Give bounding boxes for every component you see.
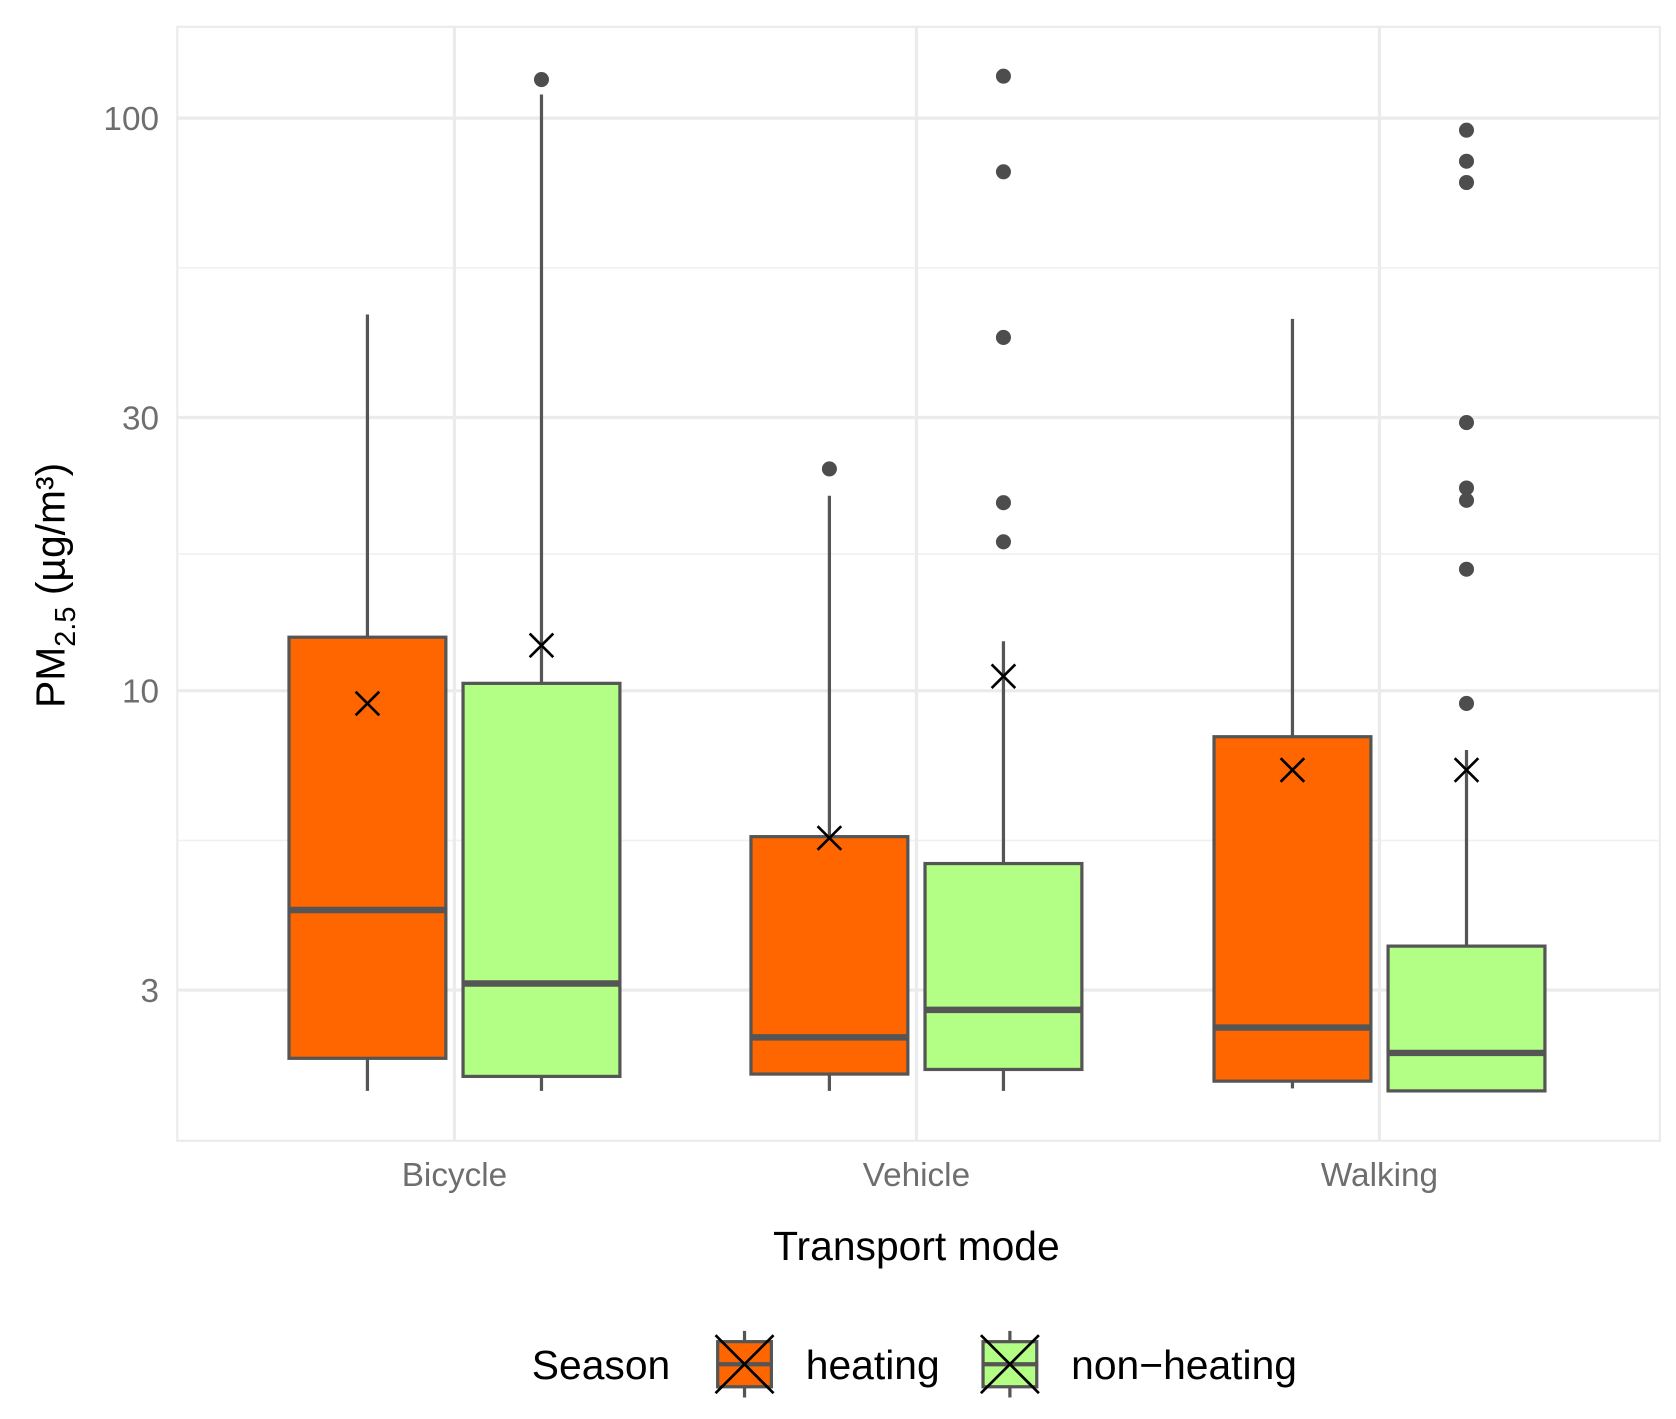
mean-marker xyxy=(528,632,555,659)
iqr-box xyxy=(461,681,622,1079)
outlier-point xyxy=(1458,153,1475,169)
outlier-point xyxy=(1458,480,1475,496)
outlier-point xyxy=(1458,174,1475,191)
box-heating-bicycle xyxy=(287,314,448,1091)
x-tick-label: Walking xyxy=(1321,1157,1438,1194)
mean-cross-stroke xyxy=(816,825,843,851)
legend-key-cross xyxy=(714,1334,775,1395)
legend-item-1: non−heating xyxy=(979,1330,1297,1398)
mean-marker xyxy=(354,690,381,717)
x-axis-title: Transport mode xyxy=(773,1223,1060,1269)
outlier-point xyxy=(995,534,1011,550)
outlier-point xyxy=(1458,122,1475,138)
legend: Season heating non−heating xyxy=(532,1330,1297,1398)
box-heating-walking xyxy=(1212,318,1373,1089)
legend-key-cross xyxy=(979,1334,1040,1395)
legend-item-0: heating xyxy=(714,1330,940,1398)
legend-label: heating xyxy=(806,1342,940,1388)
y-axis-title: PM2.5 (µg/m³) xyxy=(27,463,82,708)
box-heating-vehicle xyxy=(749,461,910,1091)
outlier-point xyxy=(1458,415,1475,431)
mean-cross-stroke xyxy=(354,690,381,717)
outlier-point xyxy=(821,461,837,477)
iqr-box xyxy=(1386,944,1547,1093)
outlier-point xyxy=(1458,492,1475,508)
mean-cross-stroke xyxy=(528,632,555,659)
iqr-box xyxy=(287,635,448,1060)
outlier-point xyxy=(1458,561,1475,577)
iqr-box xyxy=(923,861,1084,1072)
mean-cross-stroke xyxy=(990,663,1017,689)
outlier-point xyxy=(533,72,549,88)
mean-marker xyxy=(816,825,843,851)
mean-cross-stroke xyxy=(1279,757,1306,783)
mean-cross-stroke xyxy=(1453,757,1480,783)
outlier-point xyxy=(1458,695,1475,711)
box-non-heating-vehicle xyxy=(923,68,1084,1091)
y-tick-label: 3 xyxy=(140,973,159,1010)
mean-marker xyxy=(1279,757,1306,783)
y-tick-label: 30 xyxy=(122,400,159,437)
legend-label: non−heating xyxy=(1071,1342,1297,1388)
y-tick-label: 100 xyxy=(103,101,159,138)
mean-marker xyxy=(990,663,1017,689)
legend-title: Season xyxy=(532,1342,670,1388)
y-tick-label: 10 xyxy=(122,674,159,711)
outlier-point xyxy=(995,164,1011,180)
iqr-box xyxy=(1212,735,1373,1083)
box-non-heating-walking xyxy=(1386,122,1547,1093)
outlier-point xyxy=(995,68,1011,84)
box-non-heating-bicycle xyxy=(461,72,622,1091)
mean-marker xyxy=(1453,757,1480,783)
x-tick-label: Vehicle xyxy=(863,1157,970,1194)
outlier-point xyxy=(995,329,1011,345)
outlier-point xyxy=(995,495,1011,511)
x-tick-label: Bicycle xyxy=(402,1157,507,1194)
